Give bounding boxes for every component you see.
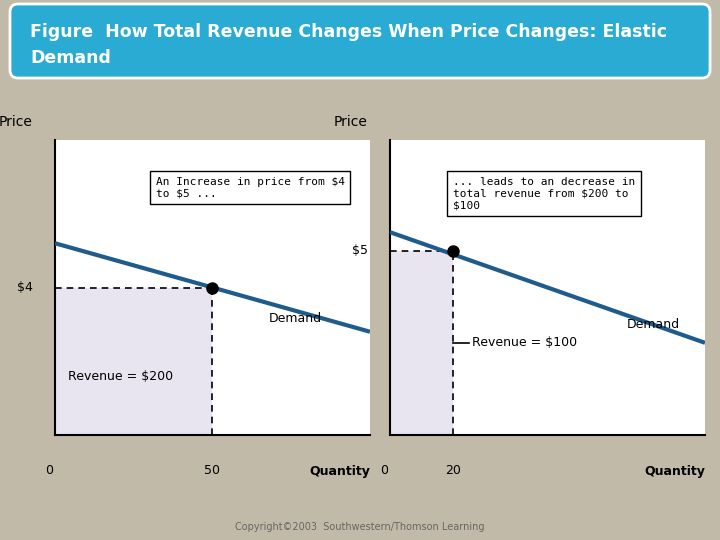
- Text: Demand: Demand: [30, 49, 111, 67]
- Text: Figure  How Total Revenue Changes When Price Changes: Elastic: Figure How Total Revenue Changes When Pr…: [30, 23, 667, 41]
- Text: Copyright©2003  Southwestern/Thomson Learning: Copyright©2003 Southwestern/Thomson Lear…: [235, 522, 485, 532]
- Text: Revenue = $200: Revenue = $200: [68, 369, 173, 382]
- Bar: [390, 251, 453, 435]
- Text: Price: Price: [0, 115, 33, 129]
- Text: An Increase in price from $4
to $5 ...: An Increase in price from $4 to $5 ...: [156, 177, 345, 199]
- Text: Demand: Demand: [626, 318, 680, 331]
- Text: $5: $5: [352, 244, 368, 257]
- Text: 0: 0: [379, 464, 387, 477]
- Text: 20: 20: [445, 464, 461, 477]
- Text: 0: 0: [45, 464, 53, 477]
- FancyBboxPatch shape: [10, 4, 710, 78]
- Text: Quantity: Quantity: [644, 464, 705, 477]
- Text: 50: 50: [204, 464, 220, 477]
- Text: $4: $4: [17, 281, 33, 294]
- Bar: [55, 287, 212, 435]
- Text: ... leads to an decrease in
total revenue from $200 to
$100: ... leads to an decrease in total revenu…: [453, 177, 635, 210]
- Text: Demand: Demand: [269, 312, 323, 325]
- Text: Price: Price: [334, 115, 368, 129]
- Text: Revenue = $100: Revenue = $100: [472, 336, 577, 349]
- Text: Quantity: Quantity: [309, 464, 370, 477]
